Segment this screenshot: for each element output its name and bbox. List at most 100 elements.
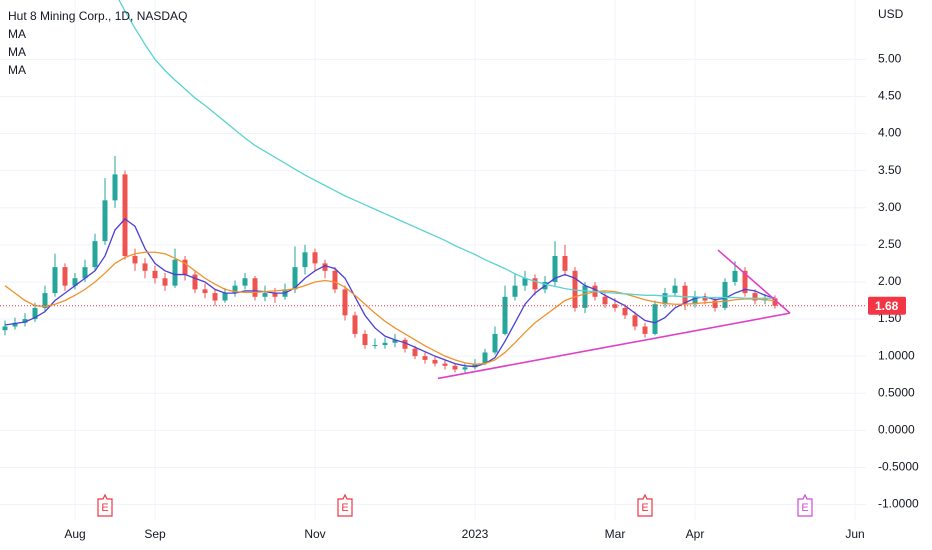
- candle-body: [112, 174, 118, 201]
- candle-body: [262, 293, 268, 297]
- candle-body: [212, 293, 218, 301]
- trendline: [717, 249, 791, 314]
- candle-body: [72, 278, 78, 286]
- candle-body: [522, 278, 528, 286]
- y-tick-label: 3.00: [878, 200, 902, 214]
- y-tick-label: -1.0000: [878, 497, 919, 511]
- candle-body: [442, 363, 448, 366]
- y-tick-label: 2.50: [878, 237, 902, 251]
- candle-body: [92, 241, 98, 268]
- candle-body: [312, 252, 318, 264]
- candle-body: [682, 285, 688, 305]
- candle-body: [302, 252, 308, 268]
- candle-body: [652, 304, 658, 334]
- candle-body: [342, 289, 348, 316]
- candle-body: [622, 307, 628, 316]
- candle-body: [62, 267, 68, 286]
- chart-title: Hut 8 Mining Corp., 1D, NASDAQ: [8, 9, 187, 23]
- trendline: [437, 312, 791, 380]
- y-tick-label: -0.5000: [878, 460, 919, 474]
- candle-body: [102, 200, 108, 242]
- candle-body: [672, 285, 678, 294]
- candle-body: [702, 296, 708, 301]
- legend-entry: MA: [8, 27, 26, 41]
- candle-body: [772, 298, 778, 306]
- candle-body: [332, 270, 338, 290]
- earnings-label: E: [341, 502, 348, 514]
- candle-body: [202, 289, 208, 294]
- earnings-label: E: [801, 502, 808, 514]
- y-tick-label: 4.50: [878, 89, 902, 103]
- candle-body: [222, 293, 228, 301]
- candle-body: [422, 356, 428, 360]
- y-tick-label: 0.5000: [878, 385, 915, 399]
- earnings-label: E: [641, 502, 648, 514]
- axes: 5.00 4.50 4.00 3.50 3.00 2.50 2.00 1.50 1.0000 0.…: [64, 52, 919, 542]
- candle-body: [722, 281, 728, 308]
- moving-average: [4, 251, 776, 365]
- candle-body: [512, 285, 518, 297]
- candle-body: [402, 339, 408, 349]
- y-tick-label: 0.0000: [878, 423, 915, 437]
- candle-body: [322, 263, 328, 271]
- candle-body: [752, 293, 758, 301]
- candle-body: [32, 307, 38, 320]
- currency-label: USD: [878, 7, 904, 21]
- legend: Hut 8 Mining Corp., 1D, NASDAQ MA MA MA: [8, 9, 187, 77]
- candle-body: [712, 300, 718, 308]
- candle-body: [412, 348, 418, 357]
- candle-body: [172, 259, 178, 286]
- candle-body: [122, 174, 128, 256]
- candle-body: [162, 278, 168, 286]
- legend-entry: MA: [8, 45, 26, 59]
- last-price-badge: [868, 296, 906, 315]
- candle-body: [22, 319, 28, 323]
- candle-body: [472, 363, 478, 368]
- earnings-marker: [637, 493, 653, 517]
- earnings-marker: [97, 493, 113, 517]
- candle-body: [132, 255, 138, 264]
- candle-body: [292, 267, 298, 290]
- candle-body: [562, 255, 568, 271]
- candle-body: [382, 342, 388, 346]
- candle-body: [52, 267, 58, 294]
- earnings-label: E: [101, 502, 108, 514]
- x-tick-label: Nov: [304, 527, 325, 541]
- candle-body: [252, 278, 258, 297]
- candle-body: [632, 315, 638, 327]
- candle-body: [602, 296, 608, 305]
- grid: [0, 0, 866, 520]
- candle-body: [732, 270, 738, 282]
- y-tick-label: 2.00: [878, 274, 902, 288]
- y-tick-label: 4.00: [878, 126, 902, 140]
- moving-average: [118, 0, 775, 299]
- candle-body: [692, 296, 698, 305]
- candle-body: [232, 285, 238, 294]
- candle-body: [642, 326, 648, 334]
- x-tick-label: Aug: [64, 527, 85, 541]
- candle-body: [502, 296, 508, 334]
- candle-body: [152, 270, 158, 279]
- y-tick-label: 5.00: [878, 52, 902, 66]
- candle-body: [572, 270, 578, 308]
- plot-area: [0, 0, 866, 380]
- candle-body: [182, 259, 188, 275]
- earnings-marker: [797, 493, 813, 517]
- candle-body: [582, 285, 588, 308]
- y-tick-label: 1.0000: [878, 348, 915, 362]
- y-tick-label: 3.50: [878, 163, 902, 177]
- x-tick-label: 2023: [462, 527, 489, 541]
- x-tick-label: Jun: [845, 527, 864, 541]
- candle-body: [352, 315, 358, 334]
- candle-body: [392, 339, 398, 343]
- x-tick-label: Mar: [605, 527, 626, 541]
- last-price-label: 1.68: [875, 299, 899, 313]
- candle-body: [552, 255, 558, 282]
- candle-body: [432, 359, 438, 364]
- x-tick-label: Sep: [144, 527, 166, 541]
- candle-body: [362, 333, 368, 346]
- candle-body: [192, 274, 198, 290]
- moving-average: [4, 218, 776, 368]
- x-tick-label: Apr: [686, 527, 705, 541]
